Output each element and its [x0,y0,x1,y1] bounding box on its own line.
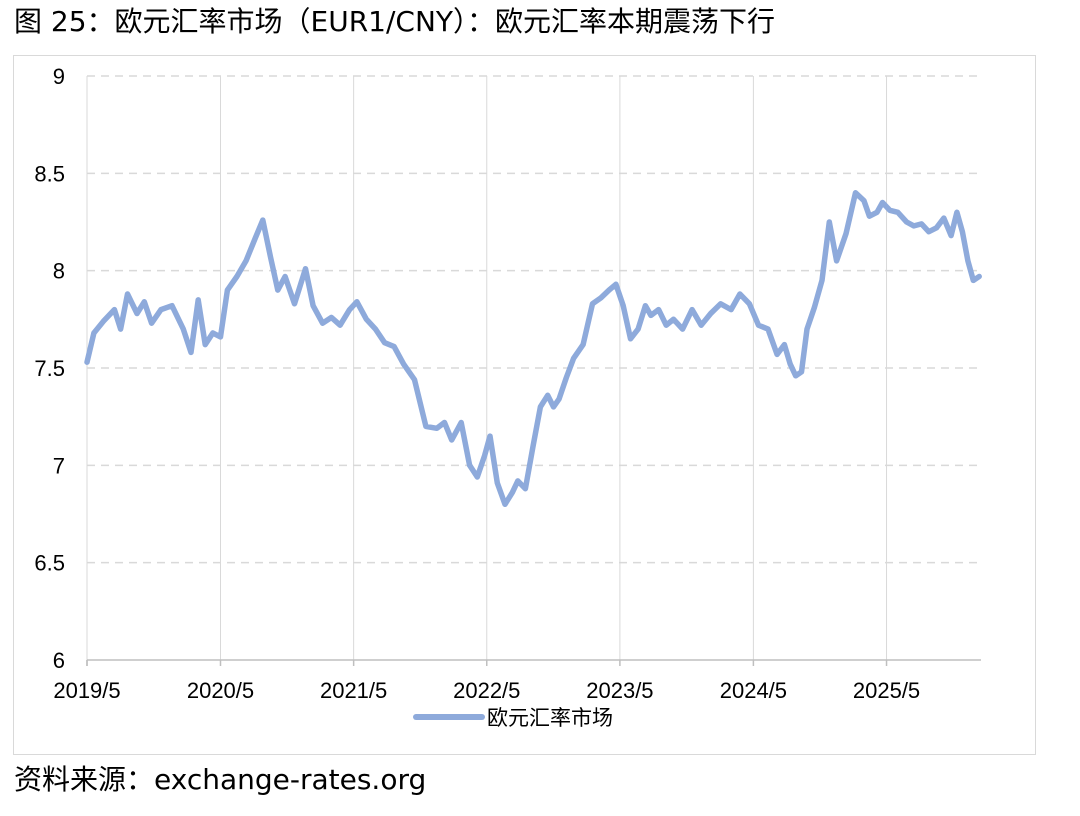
x-tick-label: 2023/5 [586,678,653,703]
legend-label: 欧元汇率市场 [487,706,613,730]
y-tick-label: 8 [53,259,65,284]
x-axis-tick-labels: 2019/5 2020/5 2021/5 2022/5 2023/5 2024/5 2025… [53,678,920,703]
x-axis [86,659,981,666]
x-tick-label: 2025/5 [853,678,920,703]
y-tick-label: 6.5 [34,551,65,576]
y-tick-label: 7.5 [34,356,65,381]
y-tick-label: 7 [53,453,65,478]
series-line [84,190,982,508]
y-gridlines [86,75,981,660]
x-tick-label: 2021/5 [320,678,387,703]
x-tick-label: 2024/5 [720,678,787,703]
series-layer [84,190,982,508]
x-tick-label: 2019/5 [53,678,120,703]
x-tick-label: 2022/5 [453,678,520,703]
y-tick-label: 6 [53,648,65,673]
figure-title: 图 25：欧元汇率市场（EUR1/CNY）：欧元汇率本期震荡下行 [14,5,776,38]
legend: 欧元汇率市场 [413,706,613,730]
x-tick-label: 2020/5 [187,678,254,703]
y-tick-label: 9 [53,64,65,89]
source-note: 资料来源：exchange-rates.org [14,763,427,796]
chart-frame [13,55,1036,755]
y-axis-tick-labels: 6 6.5 7 7.5 8 8.5 9 [34,64,65,673]
y-tick-label: 8.5 [34,161,65,186]
